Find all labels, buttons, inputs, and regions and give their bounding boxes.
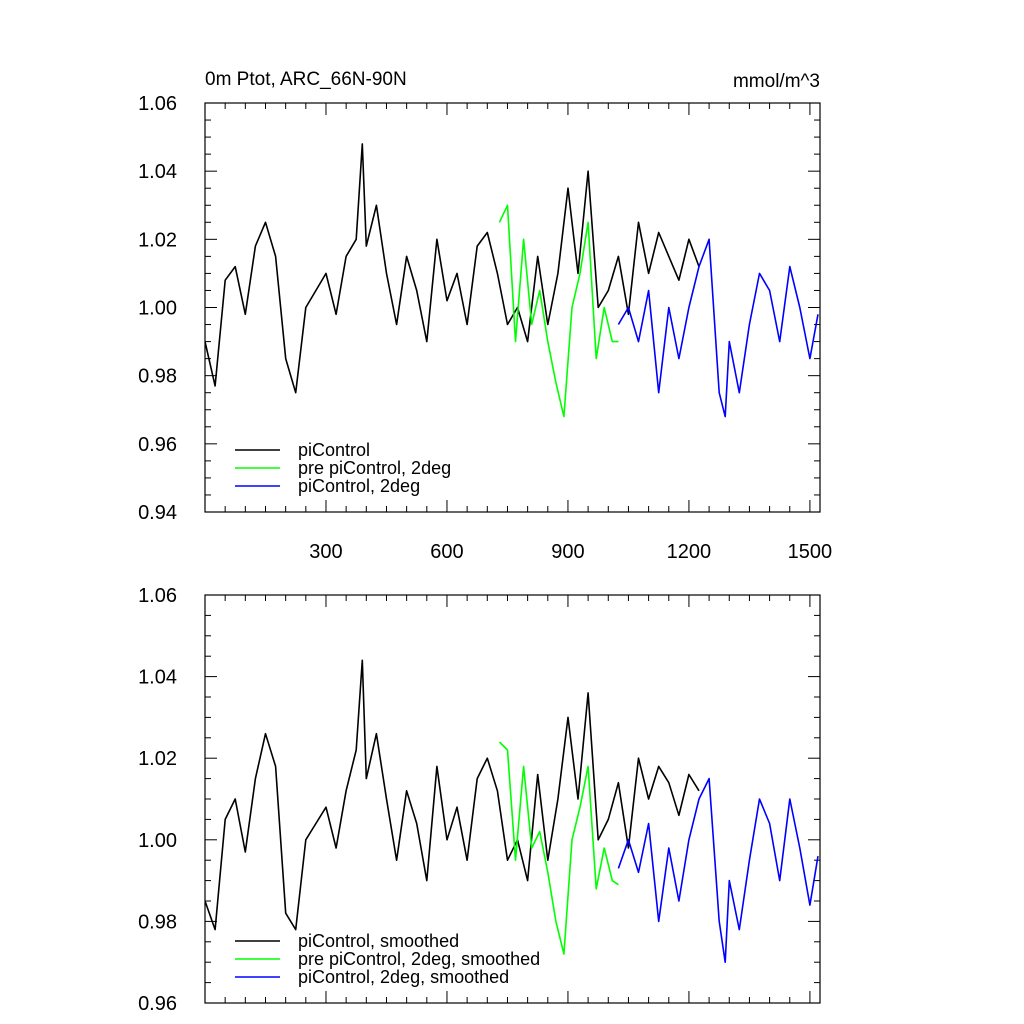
series-line-pre-picontrol-2deg <box>498 204 619 418</box>
series-line-picontrol-2deg-smoothed <box>617 777 819 964</box>
y-tick-label: 1.02 <box>138 748 177 770</box>
y-tick-label: 0.96 <box>138 993 177 1015</box>
y-tick-label: 1.06 <box>138 93 177 115</box>
y-tick-label: 0.98 <box>138 911 177 933</box>
legend-label: pre piControl, 2deg, smoothed <box>298 949 540 969</box>
legend-label: pre piControl, 2deg <box>298 458 451 478</box>
legend-label: piControl, smoothed <box>298 931 459 951</box>
bottom-chart-panel: 0.96 0.98 1.00 1.02 1.04 1.06 piControl, smoot… <box>138 585 821 1015</box>
x-tick-label: 600 <box>430 541 463 563</box>
chart-title: 0m Ptot, ARC_66N-90N <box>205 69 407 90</box>
x-tick-label: 1500 <box>788 541 833 563</box>
series-line-picontrol <box>205 143 700 394</box>
series-line-pre-picontrol-2deg-smoothed <box>498 741 619 955</box>
units-label: mmol/m^3 <box>733 71 820 92</box>
y-tick-label: 0.98 <box>138 366 177 388</box>
y-tick-label: 1.04 <box>138 667 177 689</box>
y-tick-label: 1.04 <box>138 161 177 183</box>
legend-label: piControl <box>298 440 370 460</box>
x-tick-label: 900 <box>551 541 584 563</box>
top-chart-panel: 0m Ptot, ARC_66N-90N mmol/m^3 0.94 0.96 0.98… <box>138 69 832 563</box>
y-tick-label: 1.00 <box>138 298 177 320</box>
y-tick-label: 1.02 <box>138 229 177 251</box>
legend-label: piControl, 2deg, smoothed <box>298 967 509 987</box>
x-tick-label: 300 <box>309 541 342 563</box>
y-tick-label: 0.96 <box>138 434 177 456</box>
y-tick-label: 0.94 <box>138 502 177 524</box>
legend-label: piControl, 2deg <box>298 476 420 496</box>
series-line-picontrol-2deg <box>617 238 819 418</box>
series-line-picontrol-smoothed <box>205 659 700 931</box>
x-tick-label: 1200 <box>667 541 712 563</box>
y-tick-label: 1.00 <box>138 830 177 852</box>
y-tick-label: 1.06 <box>138 585 177 607</box>
